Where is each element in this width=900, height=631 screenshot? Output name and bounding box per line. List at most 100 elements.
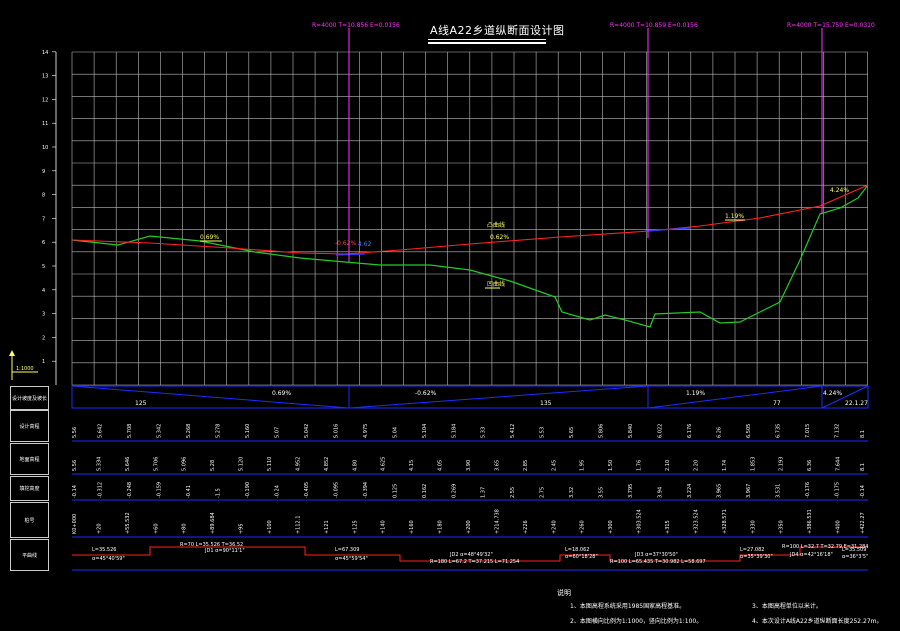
svg-text:0.62%: 0.62% <box>490 234 509 241</box>
y-tick-label: 7 <box>42 216 45 222</box>
drawing-title: A线A22乡道纵断面设计图 <box>430 24 565 37</box>
design-segment-blue-2 <box>335 253 366 256</box>
row-ground-value: 5.706 <box>153 457 159 471</box>
y-tick-label: 3 <box>42 312 45 318</box>
row-cutfill-value: -0.24 <box>274 485 280 498</box>
row-design-value: 7.015 <box>805 424 811 438</box>
row-design-value: 5.53 <box>540 427 546 438</box>
y-tick-label: 4 <box>42 288 45 294</box>
row-stations-value: +80 <box>182 523 188 534</box>
row-stations-value: +214.738 <box>494 509 500 534</box>
title-underline <box>428 39 546 40</box>
design-segment-blue <box>644 227 691 232</box>
row-stations-value: K0+000 <box>72 514 78 534</box>
row-ground-value: 8.1 <box>860 463 866 471</box>
grade-band <box>71 385 869 409</box>
row-stations-value: +100 <box>267 520 273 534</box>
row-ground-value: 4.852 <box>324 457 330 471</box>
row-design-value: 5.342 <box>156 424 162 438</box>
row-station-values: K0+000 +20 +55.532 +60 +80 +89.684 +95 +100 +112… <box>72 509 866 534</box>
row-label-cutfill: 填挖高度 <box>10 476 49 501</box>
row-design-value: 8.1 <box>860 430 866 438</box>
row-cutfill-values: -0.14 -0.312 -0.248 -0.159 -0.41 -1.5 -0.190 -0… <box>72 482 866 498</box>
row-stations-value: +303.524 <box>637 509 643 534</box>
curve-annotation: L=35.509 <box>842 547 866 553</box>
vc-tag-2: R=4000 T=10.859 E=0.0156 <box>610 22 698 29</box>
row-stations-value: +323.524 <box>693 509 699 534</box>
row-label-curve: 平曲线 <box>10 539 49 571</box>
vc-tag-1: R=4000 T=10.856 E=0.0156 <box>312 22 400 29</box>
row-stations-value: +226 <box>523 520 529 534</box>
row-cutfill-value: -0.312 <box>97 482 103 498</box>
note-1: 1、本图高程系统采用1985国家高程基准。 <box>570 603 686 610</box>
curve-annotation: JD3 α=37°30'50" <box>634 552 678 558</box>
row-design-value: 5.160 <box>245 424 251 438</box>
row-design-value: 6.505 <box>746 424 752 438</box>
table-lines <box>72 440 868 571</box>
row-design-value: 6.735 <box>776 424 782 438</box>
profile-grid <box>71 51 868 386</box>
y-tick-label: 2 <box>42 335 45 341</box>
curve-annotation: α=60°18'28" <box>565 554 598 560</box>
row-ground-value: 4.15 <box>409 460 415 471</box>
row-cutfill-value: -0.41 <box>186 485 192 498</box>
row-cutfill-value: 3.967 <box>746 484 752 498</box>
row-design-value: 5.412 <box>510 424 516 438</box>
svg-text:凹曲线: 凹曲线 <box>487 280 505 288</box>
row-label-grade: 设计坡度及坡长 <box>10 386 49 410</box>
grade-band-labels: 0.69% -0.62% 1.19% 4.24% 125 135 77 22.1… <box>135 390 868 407</box>
row-stations-value: +60 <box>153 523 159 534</box>
y-tick-label: 6 <box>42 240 45 246</box>
row-stations-value: +240 <box>551 520 557 534</box>
row-ground-value: 2.193 <box>779 457 785 471</box>
row-cutfill-value: -0.095 <box>333 482 339 498</box>
svg-text:凸曲线: 凸曲线 <box>487 221 505 229</box>
y-tick-label: 8 <box>42 193 45 199</box>
row-design-value: 6.176 <box>687 424 693 438</box>
row-stations-value: +89.684 <box>210 512 216 534</box>
curve-annotation: R=100 L=65.435 T=30.982 L=58.697 <box>610 559 706 565</box>
row-design-value: 5.33 <box>481 427 487 438</box>
svg-text:4.62: 4.62 <box>358 241 372 248</box>
row-design-value: 5.65 <box>569 427 575 438</box>
row-design-value: 5.708 <box>127 424 133 438</box>
row-ground-value: 5.28 <box>210 460 216 471</box>
row-cutfill-value: -0.394 <box>363 482 369 498</box>
row-design-value: 6.26 <box>717 427 723 438</box>
row-cutfill-value: 0.269 <box>451 484 457 498</box>
row-cutfill-value: -0.159 <box>156 482 162 498</box>
row-ground-value: 4.80 <box>352 460 358 471</box>
row-ground-value: 5.56 <box>72 460 78 471</box>
curve-annotations: L=35.526 α=45°40'59" R=70 L=35.526 T=36.52… <box>92 542 868 565</box>
row-cutfill-value: 3.32 <box>569 487 575 498</box>
note-4: 4、本次设计A线A22乡道纵断面长度252.27m。 <box>752 618 883 625</box>
row-cutfill-value: 3.224 <box>687 484 693 498</box>
y-tick-label: 10 <box>42 145 48 151</box>
row-label-ground: 地面高程 <box>10 443 49 475</box>
row-cutfill-value: 3.965 <box>717 484 723 498</box>
row-ground-value: 5.334 <box>96 457 102 471</box>
row-ground-value: 2.85 <box>523 460 529 471</box>
row-ground-value: 5.096 <box>182 457 188 471</box>
svg-text:22.1.27: 22.1.27 <box>845 400 868 407</box>
title-underline-thick <box>428 42 546 44</box>
row-ground-value: 2.10 <box>665 460 671 471</box>
row-cutfill-value: 3.531 <box>776 484 782 498</box>
vc-tag-3: R=4000 T=15.759 E=0.0310 <box>787 22 875 29</box>
row-ground-value: 1.50 <box>608 460 614 471</box>
curve-annotation: JD4 α=42°16'18" <box>789 552 833 558</box>
curve-annotation: L=27.082 <box>740 547 764 553</box>
row-ground-value: 5.110 <box>267 457 273 471</box>
row-label-station: 桩号 <box>10 502 49 538</box>
row-stations-value: +180 <box>438 520 444 534</box>
row-stations-value: +125 <box>352 520 358 534</box>
scale-label: 1:1000 <box>16 366 34 372</box>
curve-annotation: α=35°39'30" <box>740 554 773 560</box>
row-design-value: 5.04 <box>392 427 398 438</box>
row-ground-value: 4.952 <box>295 457 301 471</box>
row-cutfill-value: 2.75 <box>540 487 546 498</box>
row-design-value: 6.022 <box>658 424 664 438</box>
curve-annotation: JD2 α=48°49'32" <box>449 552 493 558</box>
row-cutfill-value: 3.94 <box>658 487 664 498</box>
